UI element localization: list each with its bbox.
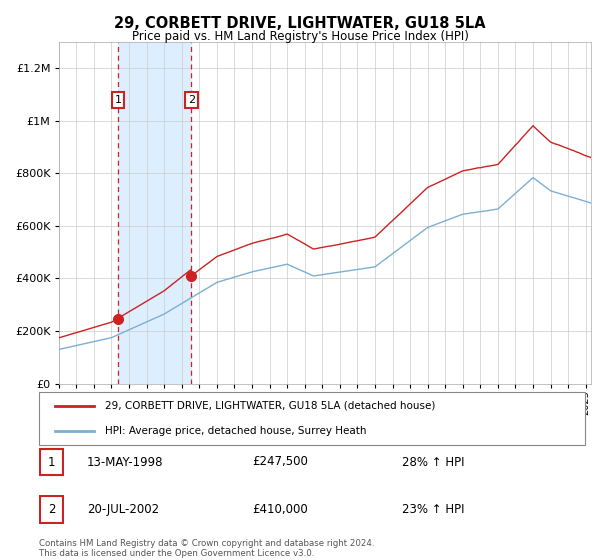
Text: 28% ↑ HPI: 28% ↑ HPI [402,455,464,469]
Text: £247,500: £247,500 [252,455,308,469]
Text: 1: 1 [115,95,121,105]
Text: 20-JUL-2002: 20-JUL-2002 [87,503,159,516]
Text: 29, CORBETT DRIVE, LIGHTWATER, GU18 5LA: 29, CORBETT DRIVE, LIGHTWATER, GU18 5LA [114,16,486,31]
Text: HPI: Average price, detached house, Surrey Heath: HPI: Average price, detached house, Surr… [104,426,366,436]
Text: £410,000: £410,000 [252,503,308,516]
Bar [118,42,191,384]
FancyBboxPatch shape [39,392,585,445]
FancyBboxPatch shape [40,449,63,475]
Text: Contains HM Land Registry data © Crown copyright and database right 2024.
This d: Contains HM Land Registry data © Crown c… [39,539,374,558]
Text: 1: 1 [48,455,55,469]
Text: 13-MAY-1998: 13-MAY-1998 [87,455,163,469]
Text: 2: 2 [188,95,195,105]
Text: 23% ↑ HPI: 23% ↑ HPI [402,503,464,516]
Text: Price paid vs. HM Land Registry's House Price Index (HPI): Price paid vs. HM Land Registry's House … [131,30,469,43]
Text: 2: 2 [48,503,55,516]
Text: 29, CORBETT DRIVE, LIGHTWATER, GU18 5LA (detached house): 29, CORBETT DRIVE, LIGHTWATER, GU18 5LA … [104,401,435,411]
FancyBboxPatch shape [40,497,63,522]
